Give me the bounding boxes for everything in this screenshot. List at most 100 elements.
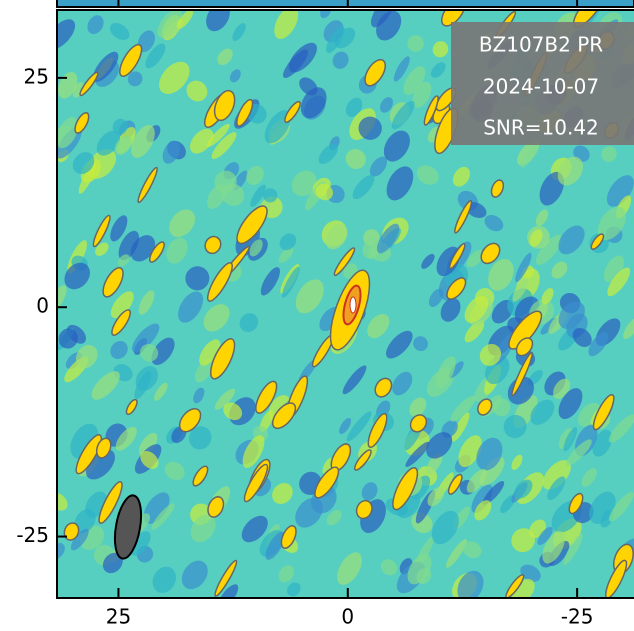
noise — [345, 149, 366, 169]
noise — [479, 456, 505, 486]
noise — [597, 206, 626, 241]
noise — [239, 313, 259, 333]
contour — [423, 95, 439, 126]
contour — [355, 499, 373, 520]
noise — [464, 320, 485, 343]
label-text: 2024-10-07 — [483, 75, 599, 99]
noise — [386, 330, 413, 359]
noise — [520, 564, 541, 582]
noise — [606, 175, 634, 207]
noise — [278, 565, 295, 583]
noise — [558, 225, 585, 255]
noise — [140, 343, 159, 362]
noise — [539, 171, 565, 206]
noise — [57, 117, 79, 149]
noise — [159, 61, 190, 95]
contour — [447, 473, 463, 495]
noise — [407, 35, 424, 52]
contour — [480, 242, 501, 265]
noise — [474, 500, 492, 521]
noise — [272, 483, 293, 505]
noise — [430, 62, 446, 78]
noise — [471, 484, 493, 513]
noise — [281, 266, 300, 298]
noise — [203, 304, 230, 332]
noise — [563, 533, 583, 566]
noise — [403, 66, 426, 95]
noise — [445, 538, 467, 568]
contour — [206, 262, 233, 302]
noise — [346, 411, 372, 442]
noise — [193, 387, 205, 404]
noise — [211, 132, 237, 159]
noise — [300, 87, 327, 119]
noise — [138, 290, 155, 315]
noise — [291, 170, 317, 197]
contour — [98, 481, 123, 524]
noise — [558, 388, 583, 420]
noise — [194, 359, 214, 383]
noise — [70, 528, 89, 551]
contour — [511, 351, 534, 397]
noise — [217, 48, 233, 65]
noise — [115, 426, 137, 451]
noise — [166, 237, 188, 264]
noise — [75, 344, 98, 369]
noise — [361, 482, 378, 501]
noise — [514, 479, 533, 499]
noise — [369, 156, 388, 177]
contour — [74, 112, 90, 134]
noise — [342, 365, 367, 395]
noise — [416, 165, 439, 185]
noise — [511, 454, 523, 470]
contour — [284, 100, 301, 124]
source — [349, 296, 357, 314]
noise — [604, 255, 625, 283]
noise — [535, 234, 563, 265]
noise — [110, 215, 128, 242]
noise — [427, 486, 445, 507]
noise — [530, 399, 555, 425]
noise — [413, 336, 428, 352]
noise — [278, 246, 294, 263]
noise — [131, 323, 160, 353]
noise — [503, 414, 527, 439]
noise — [118, 230, 140, 261]
noise — [295, 279, 324, 314]
noise — [326, 26, 345, 54]
noise — [608, 414, 634, 443]
noise — [96, 130, 121, 156]
noise — [114, 136, 132, 156]
noise — [541, 288, 554, 305]
y-tick-label: 25 — [24, 64, 49, 88]
noise — [154, 382, 168, 401]
noise — [72, 152, 95, 175]
x-tick-label: 25 — [106, 605, 131, 629]
contour — [333, 247, 356, 277]
noise — [246, 165, 264, 185]
noise — [143, 492, 170, 524]
noise — [358, 116, 382, 140]
noise — [537, 526, 553, 546]
noise — [440, 298, 461, 322]
noise — [428, 288, 444, 308]
noise — [416, 568, 432, 585]
noise — [169, 209, 196, 238]
contour — [79, 71, 99, 97]
contour — [204, 235, 222, 255]
noise — [589, 491, 616, 524]
contour — [477, 398, 493, 416]
noise — [376, 10, 402, 41]
noise — [542, 460, 571, 490]
noise — [607, 267, 631, 297]
contour — [374, 377, 393, 398]
noise — [563, 427, 578, 452]
contour — [409, 414, 428, 433]
contour — [243, 463, 269, 503]
noise — [482, 481, 505, 505]
noise — [391, 100, 415, 130]
noise — [566, 439, 592, 466]
noise — [181, 560, 208, 590]
contour — [515, 337, 534, 357]
